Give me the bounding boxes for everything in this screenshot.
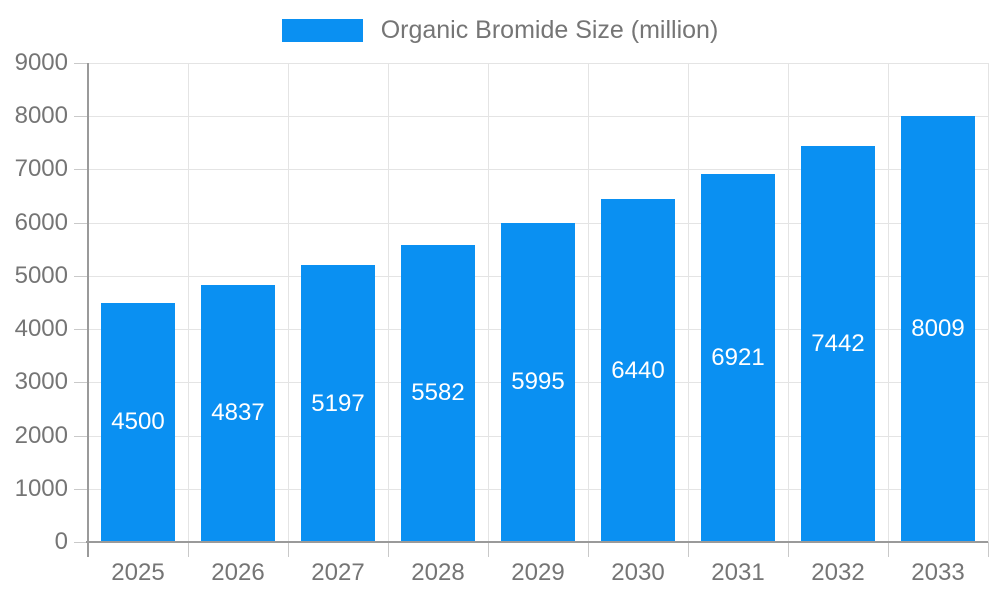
x-tick-mark (988, 542, 989, 557)
y-tick-mark (74, 63, 88, 64)
y-tick-label: 9000 (14, 49, 68, 76)
bar-value-label: 5995 (511, 368, 565, 396)
x-gridline (488, 63, 489, 542)
y-tick-mark (74, 542, 88, 543)
bar-2032[interactable] (801, 145, 875, 541)
x-axis-line (86, 541, 988, 543)
x-tick-label: 2027 (311, 559, 365, 586)
bar-2027[interactable] (301, 265, 375, 541)
x-gridline (888, 63, 889, 542)
x-tick-mark (588, 542, 589, 557)
y-tick-mark (74, 275, 88, 277)
bar-2029[interactable] (501, 222, 575, 541)
bar-2026[interactable] (201, 284, 275, 541)
x-tick-mark (888, 542, 889, 557)
bar-2030[interactable] (601, 199, 675, 541)
x-gridline (188, 63, 189, 542)
bar-value-label: 5197 (311, 389, 365, 417)
bar-value-label: 4500 (111, 408, 165, 436)
bar-value-label: 7442 (811, 329, 865, 357)
legend-swatch (281, 19, 363, 42)
y-tick-label: 1000 (14, 474, 68, 502)
bar-value-label: 4837 (211, 399, 265, 427)
x-tick-label: 2032 (811, 559, 865, 586)
x-gridline (588, 63, 589, 542)
x-tick-mark (488, 542, 489, 557)
x-gridline (388, 63, 389, 542)
y-tick-mark (74, 382, 88, 384)
y-tick-label: 6000 (14, 208, 68, 236)
y-gridline (88, 169, 988, 171)
y-tick-mark (74, 488, 88, 490)
x-gridline (288, 63, 289, 542)
x-tick-mark (188, 542, 189, 557)
x-tick-mark (788, 542, 789, 557)
y-tick-mark (74, 222, 88, 224)
legend: Organic Bromide Size (million) (0, 16, 1000, 45)
y-tick-label: 2000 (14, 421, 68, 449)
x-gridline (788, 63, 789, 542)
y-gridline (88, 63, 988, 64)
y-tick-label: 0 (54, 528, 68, 555)
y-tick-mark (74, 169, 88, 171)
bar-value-label: 5582 (411, 379, 465, 407)
bar-2028[interactable] (401, 244, 475, 541)
x-tick-mark (288, 542, 289, 557)
x-tick-label: 2031 (711, 559, 765, 586)
x-tick-label: 2030 (611, 559, 665, 586)
x-tick-mark (688, 542, 689, 557)
x-tick-label: 2025 (111, 559, 165, 586)
x-tick-label: 2029 (511, 559, 565, 586)
y-tick-label: 7000 (14, 155, 68, 183)
y-gridline (88, 116, 988, 118)
y-tick-mark (74, 435, 88, 437)
y-tick-label: 4000 (14, 315, 68, 343)
legend-label: Organic Bromide Size (million) (380, 16, 719, 44)
bar-value-label: 6921 (711, 343, 765, 371)
bar-2031[interactable] (701, 173, 775, 541)
y-axis-line (87, 63, 89, 557)
y-tick-mark (74, 116, 88, 118)
x-tick-label: 2028 (411, 559, 465, 586)
y-tick-label: 3000 (14, 368, 68, 396)
bar-value-label: 6440 (611, 356, 665, 384)
x-tick-label: 2026 (211, 559, 265, 586)
y-tick-label: 8000 (14, 102, 68, 130)
legend-item[interactable]: Organic Bromide Size (million) (281, 16, 719, 45)
y-tick-mark (74, 329, 88, 331)
x-tick-label: 2033 (911, 559, 965, 586)
bar-2033[interactable] (901, 115, 975, 541)
x-tick-mark (388, 542, 389, 557)
x-gridline (688, 63, 689, 542)
bar-value-label: 8009 (911, 314, 965, 342)
y-tick-label: 5000 (14, 261, 68, 289)
bar-2025[interactable] (101, 302, 175, 541)
x-gridline (988, 63, 989, 542)
